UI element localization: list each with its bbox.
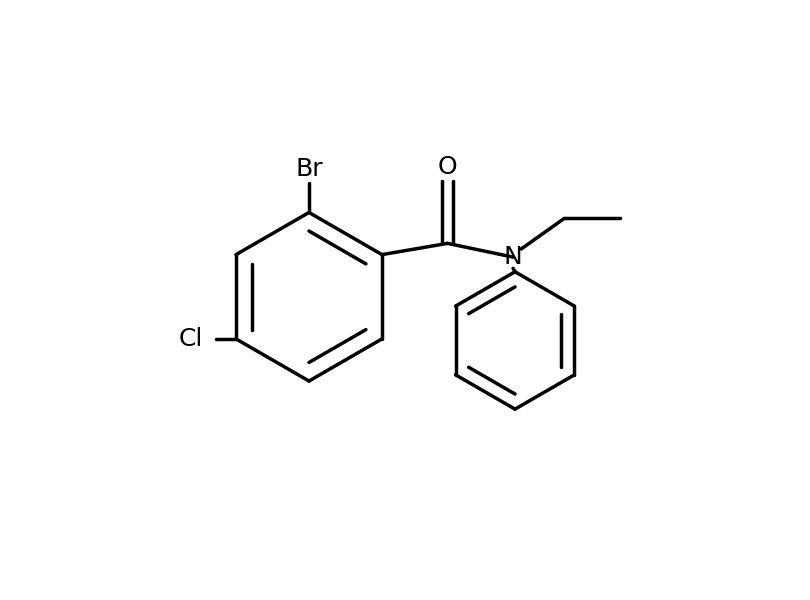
Text: N: N: [504, 245, 522, 269]
Text: O: O: [437, 155, 458, 179]
Text: Br: Br: [295, 157, 323, 181]
Text: Cl: Cl: [179, 327, 203, 351]
